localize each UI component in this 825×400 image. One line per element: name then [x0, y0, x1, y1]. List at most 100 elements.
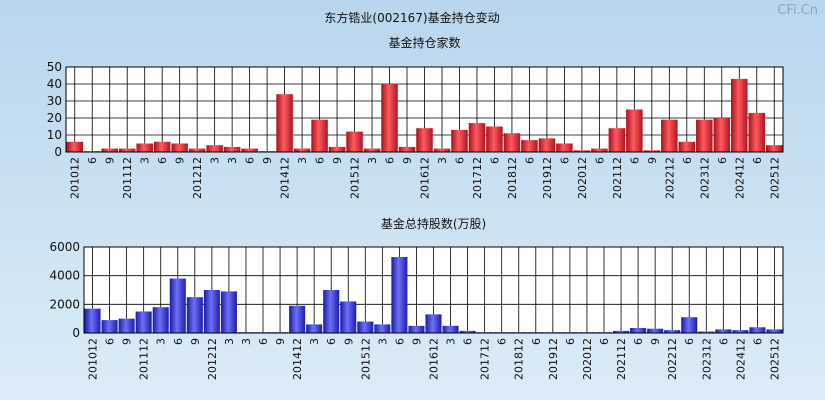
- bar-fund-count: [206, 145, 223, 152]
- bar-total-shares: [715, 329, 732, 333]
- y-tick-label: 20: [47, 111, 62, 125]
- x-tick-label: 9: [401, 157, 414, 164]
- chart-title-fund-count: 基金持仓家数: [388, 35, 460, 50]
- y-tick-label: 4000: [49, 269, 80, 283]
- bar-fund-count: [66, 141, 83, 152]
- x-tick-label: 202012: [576, 157, 589, 199]
- x-tick-label: 3: [376, 338, 389, 345]
- bar-total-shares: [84, 308, 101, 333]
- x-tick-label: 9: [410, 338, 423, 345]
- bar-fund-count: [171, 143, 188, 152]
- bar-total-shares: [425, 314, 442, 333]
- x-tick-label: 202112: [615, 338, 628, 380]
- x-tick-label: 9: [331, 157, 344, 164]
- x-tick-label: 201012: [87, 338, 100, 380]
- x-tick-label: 9: [261, 157, 274, 164]
- bar-total-shares: [186, 297, 203, 333]
- x-tick-label: 202212: [666, 338, 679, 380]
- x-tick-label: 202412: [733, 157, 746, 199]
- x-tick-label: 201912: [541, 157, 554, 199]
- x-tick-label: 9: [104, 157, 117, 164]
- bar-fund-count: [696, 119, 713, 152]
- x-tick-label: 9: [121, 338, 134, 345]
- bar-fund-count: [591, 148, 608, 152]
- bar-fund-count: [223, 146, 241, 152]
- x-tick-label: 6: [717, 338, 730, 345]
- x-tick-label: 6: [681, 157, 694, 164]
- x-tick-label: 6: [632, 338, 645, 345]
- x-tick-label: 6: [683, 338, 696, 345]
- bar-total-shares: [118, 318, 135, 333]
- x-tick-label: 6: [564, 338, 577, 345]
- x-tick-label: 201612: [428, 338, 441, 380]
- x-tick-label: 202512: [768, 338, 781, 380]
- y-tick-label: 10: [47, 128, 62, 142]
- bar-total-shares: [698, 331, 715, 333]
- bar-total-shares: [749, 327, 766, 333]
- bar-total-shares: [391, 257, 408, 333]
- x-tick-label: 6: [628, 157, 641, 164]
- bar-total-shares: [664, 330, 681, 333]
- x-tick-label: 9: [646, 157, 659, 164]
- x-tick-label: 201712: [471, 157, 484, 199]
- x-tick-label: 6: [462, 338, 475, 345]
- x-tick-label: 201212: [191, 157, 204, 199]
- bar-fund-count: [766, 145, 783, 152]
- x-tick-label: 6: [384, 157, 397, 164]
- x-tick-label: 3: [209, 157, 222, 164]
- x-tick-label: 9: [342, 338, 355, 345]
- x-tick-label: 6: [156, 157, 169, 164]
- x-tick-label: 6: [488, 157, 501, 164]
- plot-frame-fund-count: [65, 66, 784, 153]
- x-tick-label: 201212: [206, 338, 219, 380]
- x-tick-label: 202312: [698, 157, 711, 199]
- bar-total-shares: [357, 321, 374, 333]
- x-tick-label: 6: [530, 338, 543, 345]
- bar-fund-count: [118, 148, 136, 152]
- bar-fund-count: [276, 94, 293, 152]
- x-tick-label: 6: [496, 338, 509, 345]
- bar-fund-count: [311, 119, 328, 152]
- y-tick-label: 0: [72, 326, 80, 340]
- bar-total-shares: [766, 329, 783, 333]
- y-tick-label: 50: [47, 60, 62, 74]
- bar-fund-count: [643, 150, 661, 152]
- x-tick-label: 201012: [69, 157, 82, 199]
- x-tick-label: 3: [296, 157, 309, 164]
- x-tick-label: 9: [189, 338, 202, 345]
- x-tick-label: 6: [393, 338, 406, 345]
- bar-fund-count: [573, 150, 591, 152]
- x-tick-label: 3: [223, 338, 236, 345]
- bar-fund-count: [678, 141, 696, 152]
- bar-fund-count: [188, 148, 206, 152]
- bar-total-shares: [152, 307, 169, 333]
- x-tick-label: 202512: [768, 157, 781, 199]
- x-tick-label: 201612: [419, 157, 432, 199]
- chart-title-total-shares: 基金总持股数(万股): [381, 216, 486, 231]
- bar-fund-count: [451, 129, 468, 152]
- x-tick-label: 202112: [611, 157, 624, 199]
- x-tick-label: 6: [104, 338, 117, 345]
- y-tick-label: 40: [47, 77, 62, 91]
- page-title: 东方锆业(002167)基金持仓变动: [324, 10, 499, 25]
- plot-frame-total-shares: [83, 246, 784, 334]
- bar-fund-count: [416, 128, 433, 152]
- x-tick-label: 6: [257, 338, 270, 345]
- bar-total-shares: [289, 305, 306, 333]
- bar-total-shares: [732, 330, 749, 333]
- x-tick-label: 202212: [663, 157, 676, 199]
- bar-fund-count: [363, 148, 381, 152]
- bar-fund-count: [136, 143, 153, 152]
- y-tick-label: 6000: [49, 240, 80, 254]
- x-tick-label: 3: [240, 338, 253, 345]
- bar-fund-count: [433, 148, 451, 152]
- x-tick-label: 6: [598, 338, 611, 345]
- x-tick-label: 202012: [581, 338, 594, 380]
- x-tick-label: 201512: [359, 338, 372, 380]
- x-tick-label: 3: [139, 157, 152, 164]
- bar-total-shares: [630, 327, 647, 333]
- x-tick-label: 201412: [291, 338, 304, 380]
- x-tick-label: 202312: [700, 338, 713, 380]
